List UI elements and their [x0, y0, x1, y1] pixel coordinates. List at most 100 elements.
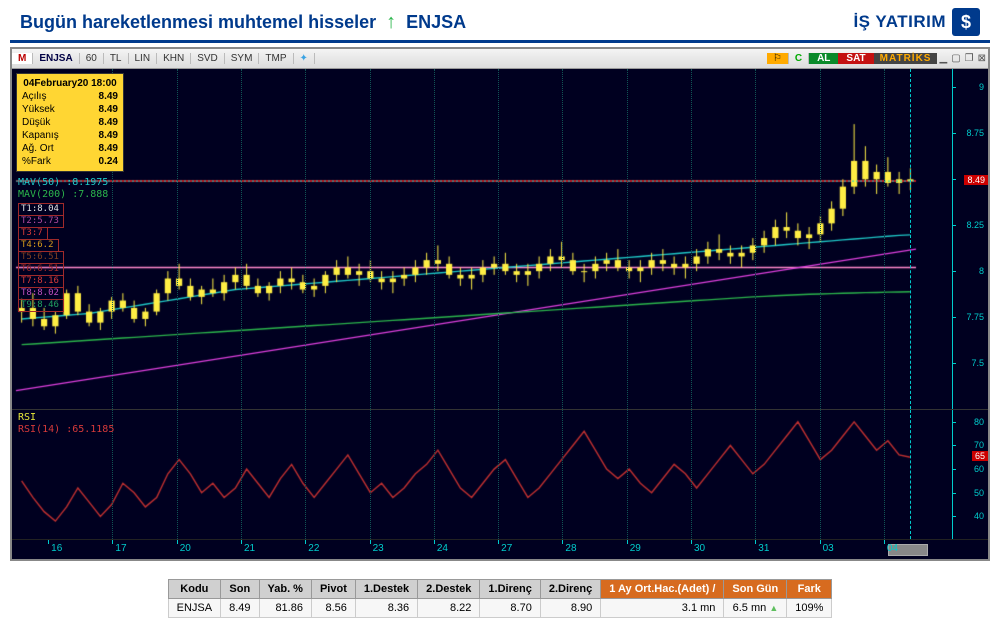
- databox-label: %Fark: [22, 155, 51, 168]
- databox-label: Ağ. Ort: [22, 142, 54, 155]
- table-cell: 8.22: [418, 599, 480, 618]
- table-cell: 8.70: [480, 599, 540, 618]
- arrow-up-icon: ↑: [386, 11, 396, 34]
- table-header: Kodu: [168, 580, 220, 599]
- x-tick: 20: [180, 543, 191, 554]
- rsi-label: RSI: [18, 412, 36, 423]
- table-header-highlight: Fark: [787, 580, 832, 599]
- table-header: 2.Direnç: [540, 580, 600, 599]
- toolbar-flag-icon[interactable]: ⚐: [767, 53, 789, 64]
- table-header: 2.Destek: [418, 580, 480, 599]
- price-chart-area[interactable]: 04February20 18:00 Açılış 8.49 Yüksek 8.49 D…: [12, 69, 988, 409]
- x-tick: 31: [758, 543, 769, 554]
- rsi-y-axis: 40 50 60 70 80 65: [952, 410, 988, 539]
- table-header: Yab. %: [259, 580, 311, 599]
- rsi-y-tick: 60: [974, 464, 984, 474]
- toolbar-symbol[interactable]: ENJSA: [33, 53, 79, 64]
- restore-icon[interactable]: ❐: [963, 53, 976, 64]
- mav50-label: MAV(50) :8.1975: [18, 177, 108, 188]
- rsi-y-tick: 40: [974, 511, 984, 521]
- sell-button[interactable]: SAT: [838, 53, 873, 64]
- rsi-marker: 65: [972, 451, 988, 461]
- y-tick: 8.75: [966, 128, 984, 138]
- brand: İŞ YATIRIM $: [853, 8, 980, 36]
- table-cell: 81.86: [259, 599, 311, 618]
- databox-label: Düşük: [22, 116, 50, 129]
- x-tick: 16: [51, 543, 62, 554]
- table-cell: 109%: [787, 599, 832, 618]
- y-tick: 7.75: [966, 312, 984, 322]
- divider: [10, 40, 990, 43]
- rsi-y-tick: 70: [974, 440, 984, 450]
- table-row: ENJSA8.4981.868.568.368.228.708.903.1 mn…: [168, 599, 832, 618]
- rsi-canvas: [12, 410, 952, 540]
- toolbar-btn-sym[interactable]: SYM: [225, 53, 260, 64]
- table-header: Pivot: [311, 580, 355, 599]
- databox-value: 8.49: [99, 116, 118, 129]
- x-tick: 04: [887, 543, 898, 554]
- brand-text: İŞ YATIRIM: [853, 12, 946, 32]
- toolbar-btn-tmp[interactable]: TMP: [259, 53, 293, 64]
- table-cell: ENJSA: [168, 599, 220, 618]
- table-header: 1.Destek: [355, 580, 417, 599]
- databox-label: Açılış: [22, 90, 46, 103]
- table-cell: 6.5 mn ▲: [724, 599, 787, 618]
- time-axis: 1617202122232427282930310304: [12, 539, 988, 559]
- databox-value: 8.49: [99, 129, 118, 142]
- x-tick: 17: [115, 543, 126, 554]
- table-cell: 8.90: [540, 599, 600, 618]
- toolbar-btn-khn[interactable]: KHN: [157, 53, 191, 64]
- toolbar-m[interactable]: M: [12, 53, 33, 64]
- y-tick: 8: [979, 266, 984, 276]
- x-tick: 03: [823, 543, 834, 554]
- buy-button[interactable]: AL: [809, 53, 838, 64]
- toolbar-c-icon[interactable]: C: [789, 53, 809, 64]
- y-tick: 8.25: [966, 220, 984, 230]
- rsi-chart-area[interactable]: RSI RSI(14) :65.1185 405060708065: [12, 409, 988, 539]
- x-tick: 28: [565, 543, 576, 554]
- page-title: Bugün hareketlenmesi muhtemel hisseler ↑…: [20, 11, 466, 34]
- toolbar-btn-lin[interactable]: LIN: [129, 53, 158, 64]
- ohlc-databox: 04February20 18:00 Açılış 8.49 Yüksek 8.49 D…: [16, 73, 124, 172]
- table-header-highlight: 1 Ay Ort.Hac.(Adet) /: [601, 580, 724, 599]
- rsi-y-tick: 80: [974, 417, 984, 427]
- price-marker: 8.49: [964, 175, 988, 185]
- summary-table: KoduSonYab. %Pivot1.Destek2.Destek1.Dire…: [168, 579, 833, 618]
- page-header: Bugün hareketlenmesi muhtemel hisseler ↑…: [0, 0, 1000, 40]
- databox-timestamp: 04February20 18:00: [22, 77, 118, 90]
- trendline-label: T9:8.46: [18, 299, 64, 312]
- table-header: 1.Direnç: [480, 580, 540, 599]
- x-tick: 23: [373, 543, 384, 554]
- table-header-row: KoduSonYab. %Pivot1.Destek2.Destek1.Dire…: [168, 580, 832, 599]
- table-header-highlight: Son Gün: [724, 580, 787, 599]
- x-tick: 24: [437, 543, 448, 554]
- databox-value: 0.24: [99, 155, 118, 168]
- chart-terminal: M ENJSA 60TLLINKHNSVDSYMTMP ✦ ⚐ C AL SAT…: [10, 47, 990, 561]
- x-tick: 30: [694, 543, 705, 554]
- matriks-label: MATRİKS: [874, 53, 938, 64]
- close-icon[interactable]: ⊠: [976, 53, 988, 64]
- toolbar-btn-tl[interactable]: TL: [104, 53, 129, 64]
- table-header: Son: [221, 580, 259, 599]
- minimize-icon[interactable]: ▁: [937, 53, 949, 64]
- databox-label: Yüksek: [22, 103, 55, 116]
- databox-value: 8.49: [99, 90, 118, 103]
- x-tick: 27: [501, 543, 512, 554]
- x-tick: 21: [244, 543, 255, 554]
- header-ticker: ENJSA: [406, 12, 466, 33]
- title-text: Bugün hareketlenmesi muhtemel hisseler: [20, 12, 376, 33]
- toolbar: M ENJSA 60TLLINKHNSVDSYMTMP ✦ ⚐ C AL SAT…: [12, 49, 988, 69]
- table-cell: 8.49: [221, 599, 259, 618]
- y-tick: 7.5: [971, 358, 984, 368]
- y-tick: 9: [979, 82, 984, 92]
- x-tick: 29: [630, 543, 641, 554]
- toolbar-bird-icon[interactable]: ✦: [294, 53, 315, 64]
- table-cell: 3.1 mn: [601, 599, 724, 618]
- rsi-y-tick: 50: [974, 488, 984, 498]
- mav200-label: MAV(200) :7.888: [18, 189, 108, 200]
- databox-value: 8.49: [99, 103, 118, 116]
- toolbar-btn-svd[interactable]: SVD: [191, 53, 225, 64]
- toolbar-btn-60[interactable]: 60: [80, 53, 104, 64]
- price-canvas: [12, 69, 952, 409]
- maximize-icon[interactable]: ▢: [949, 53, 962, 64]
